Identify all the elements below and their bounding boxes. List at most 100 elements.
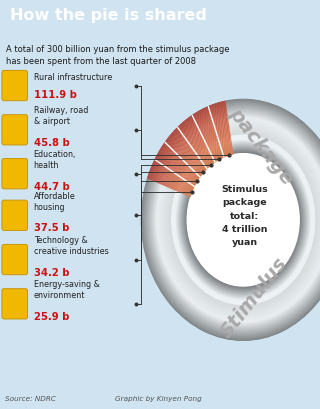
Wedge shape [151, 111, 320, 328]
Wedge shape [167, 130, 319, 310]
Wedge shape [172, 136, 314, 304]
Wedge shape [154, 114, 320, 326]
Wedge shape [187, 153, 300, 287]
Wedge shape [186, 152, 301, 288]
Wedge shape [159, 116, 228, 184]
Wedge shape [156, 117, 320, 322]
Wedge shape [144, 103, 320, 337]
Wedge shape [180, 141, 232, 193]
Wedge shape [164, 126, 320, 314]
Text: 111.9 b: 111.9 b [34, 90, 76, 101]
Wedge shape [166, 124, 229, 187]
FancyBboxPatch shape [2, 245, 28, 275]
FancyBboxPatch shape [2, 70, 28, 101]
Wedge shape [178, 139, 231, 192]
Wedge shape [159, 121, 320, 319]
Wedge shape [167, 125, 229, 187]
Wedge shape [181, 147, 305, 293]
Text: package: package [225, 104, 297, 188]
Wedge shape [160, 117, 228, 184]
FancyBboxPatch shape [2, 200, 28, 230]
Text: Stimulus: Stimulus [217, 254, 292, 341]
Wedge shape [161, 123, 320, 317]
Wedge shape [154, 110, 227, 182]
Text: Graphic by Kinyen Pong: Graphic by Kinyen Pong [115, 396, 202, 402]
Wedge shape [179, 140, 231, 193]
Wedge shape [142, 100, 320, 339]
Wedge shape [169, 132, 318, 308]
Wedge shape [151, 106, 226, 181]
Wedge shape [148, 108, 320, 332]
Wedge shape [179, 143, 308, 297]
Wedge shape [188, 151, 233, 196]
Wedge shape [161, 122, 320, 317]
Wedge shape [148, 107, 320, 333]
Wedge shape [158, 119, 320, 321]
Wedge shape [176, 140, 311, 300]
Wedge shape [144, 102, 320, 337]
Wedge shape [176, 141, 310, 299]
Wedge shape [183, 146, 232, 194]
Text: How the pie is shared: How the pie is shared [10, 8, 206, 23]
Wedge shape [183, 145, 232, 194]
Wedge shape [158, 119, 320, 320]
Wedge shape [169, 128, 229, 188]
Wedge shape [156, 112, 227, 183]
Text: Technology &
creative industries: Technology & creative industries [34, 236, 108, 256]
Wedge shape [190, 154, 234, 197]
Wedge shape [184, 150, 302, 290]
Wedge shape [145, 104, 320, 335]
Wedge shape [172, 131, 230, 189]
Wedge shape [175, 135, 231, 191]
Wedge shape [164, 126, 320, 313]
Wedge shape [155, 110, 227, 182]
Wedge shape [166, 129, 320, 311]
Wedge shape [178, 143, 308, 297]
Text: Rural infrastructure: Rural infrastructure [34, 73, 112, 82]
Wedge shape [171, 130, 230, 189]
Wedge shape [173, 137, 314, 303]
Wedge shape [168, 127, 229, 188]
Circle shape [187, 154, 299, 286]
Wedge shape [184, 146, 232, 195]
Wedge shape [186, 152, 300, 288]
Wedge shape [142, 101, 320, 339]
Wedge shape [149, 103, 226, 180]
Wedge shape [163, 125, 320, 315]
Wedge shape [161, 118, 228, 185]
Wedge shape [162, 119, 228, 185]
Wedge shape [180, 145, 307, 295]
Text: 25.9 b: 25.9 b [34, 312, 69, 322]
Wedge shape [162, 119, 228, 185]
Wedge shape [159, 115, 228, 184]
Wedge shape [162, 124, 320, 315]
Wedge shape [164, 127, 320, 313]
Text: A total of 300 billion yuan from the stimulus package
has been spent from the la: A total of 300 billion yuan from the sti… [6, 45, 229, 66]
Wedge shape [165, 128, 320, 312]
Wedge shape [157, 113, 228, 183]
Wedge shape [148, 102, 226, 180]
Wedge shape [169, 133, 317, 307]
FancyBboxPatch shape [2, 289, 28, 319]
Wedge shape [149, 108, 320, 331]
Wedge shape [168, 131, 318, 309]
Wedge shape [179, 144, 307, 296]
Text: Energy-saving &
environment: Energy-saving & environment [34, 280, 100, 300]
Wedge shape [162, 124, 320, 316]
Wedge shape [173, 137, 313, 303]
Wedge shape [164, 121, 229, 186]
Wedge shape [166, 128, 320, 311]
Wedge shape [145, 103, 320, 336]
Wedge shape [147, 106, 320, 333]
Wedge shape [177, 142, 309, 298]
Wedge shape [187, 150, 233, 196]
Wedge shape [165, 123, 229, 187]
Wedge shape [155, 116, 320, 324]
Wedge shape [178, 138, 231, 192]
Wedge shape [170, 129, 230, 189]
Wedge shape [186, 149, 233, 196]
Wedge shape [150, 104, 226, 180]
Wedge shape [170, 133, 316, 307]
Wedge shape [167, 130, 319, 309]
Wedge shape [174, 139, 312, 301]
